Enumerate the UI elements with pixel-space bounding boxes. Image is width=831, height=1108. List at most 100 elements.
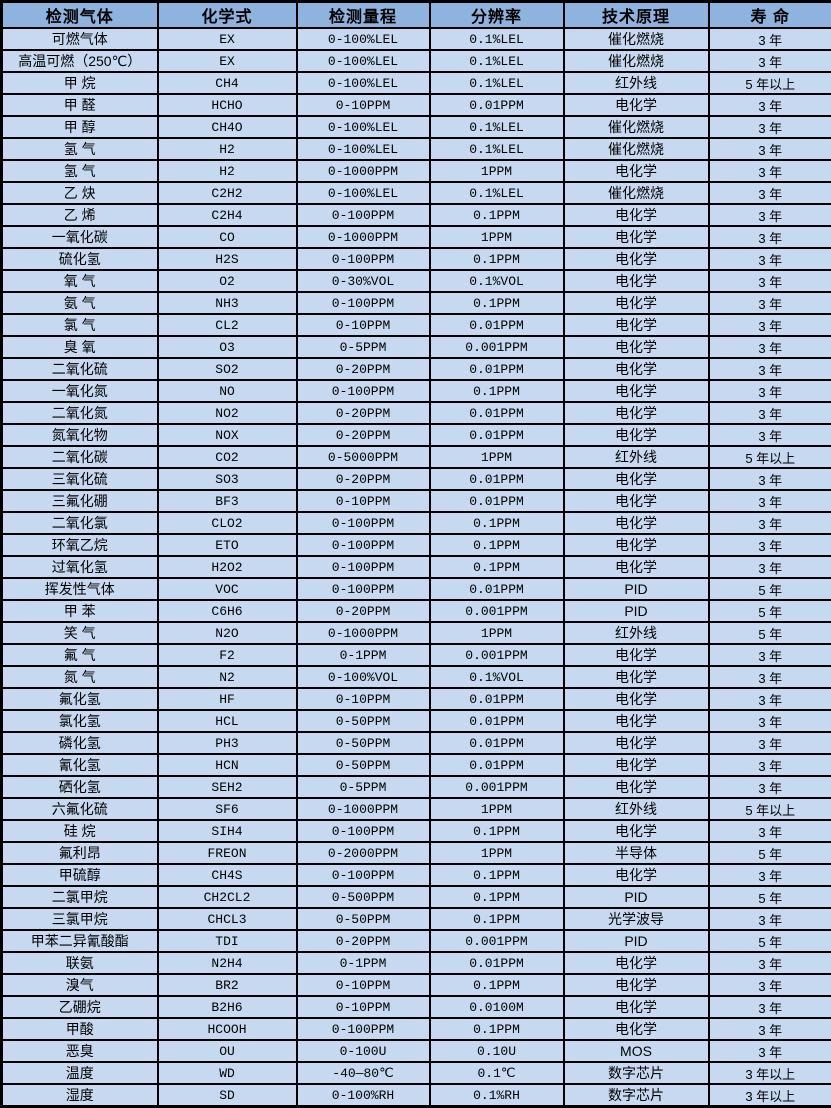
- cell-chemical-formula: BR2: [158, 974, 297, 996]
- cell-chemical-formula: O2: [158, 270, 297, 292]
- cell-resolution: 0.1%VOL: [430, 270, 564, 292]
- cell-technical-principle: MOS: [564, 1040, 709, 1062]
- cell-gas-name: 氟化氢: [2, 688, 158, 710]
- cell-gas-name: 湿度: [2, 1084, 158, 1107]
- cell-chemical-formula: ETO: [158, 534, 297, 556]
- cell-gas-name: 氰化氢: [2, 754, 158, 776]
- cell-resolution: 1PPM: [430, 798, 564, 820]
- cell-technical-principle: 半导体: [564, 842, 709, 864]
- cell-gas-name: 氯 气: [2, 314, 158, 336]
- cell-gas-name: 氮 气: [2, 666, 158, 688]
- cell-technical-principle: 数字芯片: [564, 1084, 709, 1107]
- cell-technical-principle: 电化学: [564, 270, 709, 292]
- cell-lifespan: 3 年: [709, 974, 831, 996]
- cell-lifespan: 3 年: [709, 314, 831, 336]
- cell-resolution: 0.1%LEL: [430, 182, 564, 204]
- cell-detection-range: 0-100PPM: [297, 864, 430, 886]
- cell-lifespan: 5 年: [709, 930, 831, 952]
- cell-detection-range: 0-100%LEL: [297, 28, 430, 50]
- cell-chemical-formula: CL2: [158, 314, 297, 336]
- cell-gas-name: 氯化氢: [2, 710, 158, 732]
- cell-resolution: 0.1%LEL: [430, 28, 564, 50]
- cell-resolution: 0.1%LEL: [430, 138, 564, 160]
- cell-gas-name: 甲苯二异氰酸酯: [2, 930, 158, 952]
- cell-detection-range: 0-2000PPM: [297, 842, 430, 864]
- cell-chemical-formula: VOC: [158, 578, 297, 600]
- cell-chemical-formula: H2O2: [158, 556, 297, 578]
- cell-resolution: 0.1%VOL: [430, 666, 564, 688]
- cell-gas-name: 氟利昂: [2, 842, 158, 864]
- cell-gas-name: 三氟化硼: [2, 490, 158, 512]
- cell-lifespan: 5 年以上: [709, 72, 831, 94]
- cell-lifespan: 3 年: [709, 908, 831, 930]
- cell-chemical-formula: N2H4: [158, 952, 297, 974]
- table-header-row: 检测气体 化学式 检测量程 分辨率 技术原理 寿 命: [2, 2, 831, 29]
- cell-resolution: 0.1%RH: [430, 1084, 564, 1107]
- cell-lifespan: 3 年: [709, 864, 831, 886]
- cell-technical-principle: 电化学: [564, 776, 709, 798]
- cell-lifespan: 3 年: [709, 754, 831, 776]
- cell-chemical-formula: CO: [158, 226, 297, 248]
- cell-detection-range: 0-100%LEL: [297, 182, 430, 204]
- cell-lifespan: 3 年: [709, 402, 831, 424]
- cell-resolution: 0.1PPM: [430, 204, 564, 226]
- cell-resolution: 1PPM: [430, 622, 564, 644]
- cell-technical-principle: 电化学: [564, 160, 709, 182]
- cell-detection-range: 0-10PPM: [297, 490, 430, 512]
- cell-detection-range: 0-100%VOL: [297, 666, 430, 688]
- cell-chemical-formula: H2: [158, 138, 297, 160]
- cell-chemical-formula: SO3: [158, 468, 297, 490]
- cell-lifespan: 5 年: [709, 600, 831, 622]
- cell-resolution: 0.0100M: [430, 996, 564, 1018]
- cell-gas-name: 过氧化氢: [2, 556, 158, 578]
- cell-lifespan: 3 年: [709, 138, 831, 160]
- cell-gas-name: 高温可燃（250℃）: [2, 50, 158, 72]
- cell-resolution: 0.1PPM: [430, 512, 564, 534]
- cell-detection-range: 0-100PPM: [297, 248, 430, 270]
- cell-lifespan: 3 年: [709, 820, 831, 842]
- cell-chemical-formula: SD: [158, 1084, 297, 1107]
- cell-detection-range: 0-20PPM: [297, 930, 430, 952]
- cell-gas-name: 甲硫醇: [2, 864, 158, 886]
- cell-resolution: 1PPM: [430, 160, 564, 182]
- cell-gas-name: 三氯甲烷: [2, 908, 158, 930]
- cell-resolution: 0.01PPM: [430, 578, 564, 600]
- cell-gas-name: 甲 烷: [2, 72, 158, 94]
- cell-chemical-formula: BF3: [158, 490, 297, 512]
- cell-lifespan: 3 年: [709, 710, 831, 732]
- cell-technical-principle: 红外线: [564, 72, 709, 94]
- cell-detection-range: 0-50PPM: [297, 732, 430, 754]
- cell-resolution: 0.1PPM: [430, 886, 564, 908]
- cell-technical-principle: 红外线: [564, 798, 709, 820]
- cell-gas-name: 氨 气: [2, 292, 158, 314]
- cell-detection-range: 0-10PPM: [297, 974, 430, 996]
- cell-chemical-formula: EX: [158, 28, 297, 50]
- cell-chemical-formula: NO2: [158, 402, 297, 424]
- cell-resolution: 0.1PPM: [430, 1018, 564, 1040]
- header-resolution: 分辨率: [430, 2, 564, 29]
- cell-lifespan: 3 年: [709, 644, 831, 666]
- cell-resolution: 1PPM: [430, 226, 564, 248]
- cell-detection-range: 0-10PPM: [297, 314, 430, 336]
- cell-gas-name: 硒化氢: [2, 776, 158, 798]
- cell-detection-range: 0-20PPM: [297, 600, 430, 622]
- cell-detection-range: 0-1PPM: [297, 644, 430, 666]
- cell-lifespan: 5 年以上: [709, 446, 831, 468]
- cell-technical-principle: 电化学: [564, 688, 709, 710]
- cell-detection-range: 0-20PPM: [297, 358, 430, 380]
- cell-technical-principle: 红外线: [564, 446, 709, 468]
- cell-technical-principle: 数字芯片: [564, 1062, 709, 1084]
- cell-gas-name: 氧 气: [2, 270, 158, 292]
- cell-technical-principle: 电化学: [564, 94, 709, 116]
